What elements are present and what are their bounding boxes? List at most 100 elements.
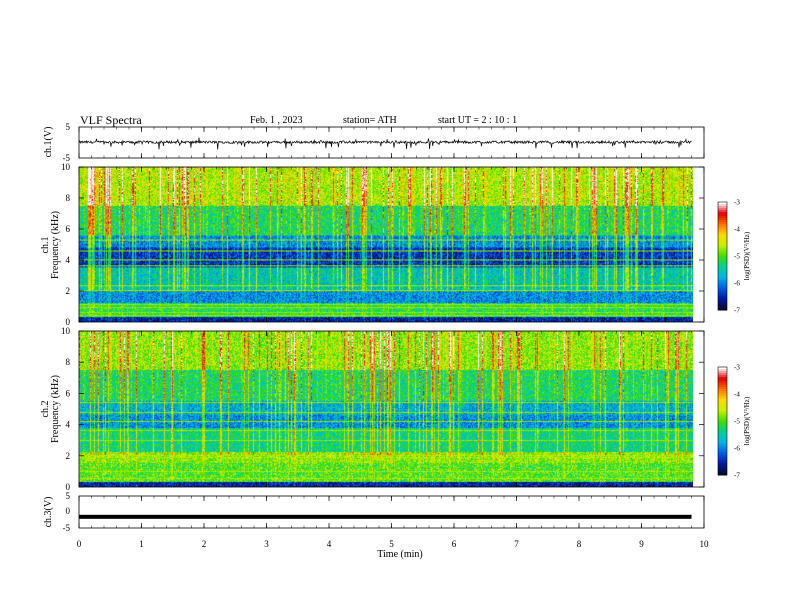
ch2-colorbar-swatch — [718, 409, 727, 412]
ch2-colorbar-swatch — [718, 461, 727, 464]
time-tick-label: 7 — [514, 539, 519, 549]
ch2-colorbar-swatch — [718, 455, 727, 458]
ch1-colorbar-swatch — [718, 208, 727, 211]
time-tick-label: 5 — [389, 539, 394, 549]
ch2-colorbar-swatch — [718, 401, 727, 404]
station-label: station= ATH — [343, 115, 397, 126]
ch2-colorbar-swatch — [718, 369, 727, 372]
ch2-freq-tick-label: 0 — [66, 482, 71, 492]
ch2-colorbar-swatch — [718, 433, 727, 436]
ch2-colorbar-swatch — [718, 453, 727, 456]
ch2-freq-tick-label: 6 — [66, 388, 71, 398]
ch2-colorbar-swatch — [718, 449, 727, 452]
ch2-colorbar-swatch — [718, 395, 727, 398]
ch1-colorbar-tick: -5 — [734, 253, 740, 261]
time-tick-label: 1 — [139, 539, 144, 549]
ch1-colorbar-swatch — [718, 218, 727, 221]
ch2-colorbar-swatch — [718, 465, 727, 468]
ch1-colorbar-swatch — [718, 206, 727, 209]
ch1-colorbar-tick: -6 — [734, 280, 740, 288]
ch1-voltage-panel: 5 -5 ch.1(V) — [43, 122, 705, 163]
ch2-colorbar-swatch — [718, 437, 727, 440]
ch1-colorbar-swatch — [718, 294, 727, 297]
ch1-colorbar-swatch — [718, 204, 727, 207]
ch2-colorbar-frame — [717, 366, 728, 476]
ch1-colorbar-swatch — [718, 248, 727, 251]
time-tick-label: 6 — [452, 539, 457, 549]
ch2-freq-tick-label: 4 — [66, 420, 71, 430]
ch2-colorbar-swatch — [718, 399, 727, 402]
ch2-colorbar-tick: -5 — [734, 418, 740, 426]
ch2-colorbar-swatch — [718, 445, 727, 448]
ch3-v-tick-top: 5 — [66, 491, 71, 501]
ch2-colorbar-swatch — [718, 415, 727, 418]
ch1-colorbar-swatch — [718, 298, 727, 301]
time-axis-label: Time (min) — [377, 549, 422, 560]
ch1-colorbar-swatch — [718, 232, 727, 235]
ch1-colorbar-swatch — [718, 292, 727, 295]
ch2-colorbar-swatch — [718, 427, 727, 430]
date-label: Feb. 1 , 2023 — [250, 115, 303, 126]
ch1-colorbar-swatch — [718, 308, 727, 311]
ch1-colorbar-swatch — [718, 228, 727, 231]
ch1-colorbar-swatch — [718, 214, 727, 217]
ch2-colorbar-swatch — [718, 373, 727, 376]
ch2-colorbar-swatch — [718, 469, 727, 472]
ch1-colorbar-swatch — [718, 238, 727, 241]
ch1-v-tick-top: 5 — [66, 122, 71, 132]
ch1-colorbar-swatch — [718, 262, 727, 265]
ch2-colorbar-swatch — [718, 389, 727, 392]
ch1-freq-tick-label: 8 — [66, 193, 71, 203]
ch2-colorbar-swatch — [718, 441, 727, 444]
ch1-colorbar-swatch — [718, 258, 727, 261]
ch1-colorbar-swatch — [718, 290, 727, 293]
ch2-colorbar-swatch — [718, 451, 727, 454]
ch2-colorbar: -3 -4 -5 -6 -7 log(PSD)(V²/Hz) — [717, 364, 751, 480]
ch2-colorbar-tick: -4 — [734, 391, 740, 399]
ch2-colorbar-swatch — [718, 425, 727, 428]
ch1-colorbar-tick: -4 — [734, 226, 740, 234]
time-tick-label: 8 — [577, 539, 582, 549]
ch1-voltage-trace — [78, 137, 692, 150]
ch1-colorbar-swatch — [718, 274, 727, 277]
ch1-colorbar-swatch — [718, 212, 727, 215]
ch1-colorbar-tick: -7 — [734, 307, 740, 315]
ch1-colorbar-swatch — [718, 246, 727, 249]
ch1-colorbar-swatch — [718, 216, 727, 219]
ch2-spectrogram-ylabel-frequency: Frequency (kHz) — [50, 375, 61, 443]
ch1-colorbar-swatch — [718, 300, 727, 303]
time-tick-label: 0 — [77, 539, 82, 549]
ch2-colorbar-swatch — [718, 419, 727, 422]
ch2-colorbar-swatch — [718, 387, 727, 390]
ch1-colorbar-swatch — [718, 288, 727, 291]
ch2-colorbar-tick: -6 — [734, 445, 740, 453]
ch3-v-tick-mid: 0 — [66, 506, 71, 516]
ch1-colorbar-swatch — [718, 264, 727, 267]
ch1-colorbar-swatch — [718, 202, 727, 205]
ch2-colorbar-swatch — [718, 471, 727, 474]
ch2-colorbar-swatch — [718, 447, 727, 450]
ch1-colorbar-swatch — [718, 230, 727, 233]
ch2-colorbar-swatch — [718, 385, 727, 388]
ch1-colorbar-swatch — [718, 244, 727, 247]
ch2-spectrogram-image — [79, 331, 693, 487]
ch1-colorbar: -3 -4 -5 -6 -7 log(PSD)(V²/Hz) — [717, 199, 751, 315]
ch1-freq-tick-label: 6 — [66, 224, 71, 234]
ch2-colorbar-swatch — [718, 429, 727, 432]
ch2-colorbar-swatch — [718, 393, 727, 396]
ch1-colorbar-swatch — [718, 286, 727, 289]
ch2-colorbar-swatch — [718, 405, 727, 408]
ch1-colorbar-swatch — [718, 276, 727, 279]
ch2-frequency-ticks: 0 2 4 6 8 10 — [61, 326, 704, 492]
ch2-colorbar-swatch — [718, 421, 727, 424]
ch2-colorbar-swatch — [718, 383, 727, 386]
ch3-voltage-trace — [79, 514, 692, 519]
ch1-spectrogram-ylabel-frequency: Frequency (kHz) — [50, 211, 61, 279]
ch1-freq-tick-label: 0 — [66, 317, 71, 327]
ch1-colorbar-swatch — [718, 270, 727, 273]
ch2-colorbar-swatch — [718, 375, 727, 378]
start-time-label: start UT = 2 : 10 : 1 — [438, 115, 517, 126]
ch2-spectrogram-ylabel-channel: ch.2 — [40, 401, 51, 418]
ch1-colorbar-swatch — [718, 260, 727, 263]
ch1-colorbar-swatch — [718, 226, 727, 229]
